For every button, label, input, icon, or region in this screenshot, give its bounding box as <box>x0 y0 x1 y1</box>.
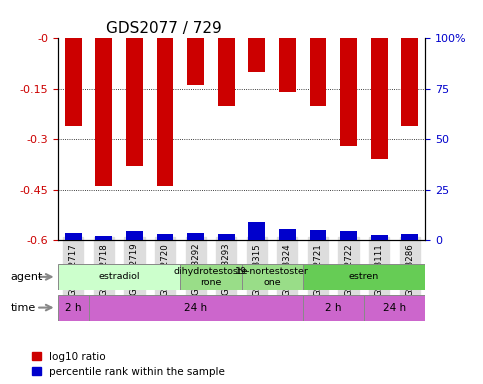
Bar <box>65 233 82 240</box>
Bar <box>340 231 357 240</box>
Bar <box>401 234 418 240</box>
Bar <box>303 295 364 321</box>
Bar <box>58 295 88 321</box>
Bar <box>279 229 296 240</box>
Bar <box>218 38 235 106</box>
Bar <box>65 38 82 126</box>
Bar <box>401 38 418 126</box>
Bar <box>371 38 387 159</box>
Bar <box>371 235 387 240</box>
Bar <box>242 264 303 290</box>
Bar <box>279 38 296 92</box>
Bar <box>310 230 327 240</box>
Text: estradiol: estradiol <box>99 272 140 281</box>
Text: time: time <box>11 303 36 313</box>
Bar <box>248 222 265 240</box>
Text: 24 h: 24 h <box>383 303 406 313</box>
Bar <box>88 295 303 321</box>
Text: estren: estren <box>349 272 379 281</box>
Bar <box>156 234 173 240</box>
Bar <box>156 38 173 186</box>
Bar <box>248 38 265 72</box>
Bar <box>180 264 242 290</box>
Bar <box>187 233 204 240</box>
Bar <box>126 231 143 240</box>
Text: GDS2077 / 729: GDS2077 / 729 <box>106 21 222 36</box>
Bar <box>303 264 425 290</box>
Text: 2 h: 2 h <box>325 303 341 313</box>
Bar <box>58 264 180 290</box>
Bar <box>340 38 357 146</box>
Bar <box>364 295 425 321</box>
Bar <box>310 38 327 106</box>
Text: 2 h: 2 h <box>65 303 82 313</box>
Bar <box>96 236 112 240</box>
Bar <box>218 234 235 240</box>
Legend: log10 ratio, percentile rank within the sample: log10 ratio, percentile rank within the … <box>32 352 226 377</box>
Bar <box>187 38 204 86</box>
Text: 19-nortestoster
one: 19-nortestoster one <box>235 267 309 286</box>
Text: 24 h: 24 h <box>184 303 207 313</box>
Text: dihydrotestoste
rone: dihydrotestoste rone <box>174 267 248 286</box>
Bar <box>126 38 143 166</box>
Bar <box>96 38 112 186</box>
Text: agent: agent <box>11 272 43 282</box>
